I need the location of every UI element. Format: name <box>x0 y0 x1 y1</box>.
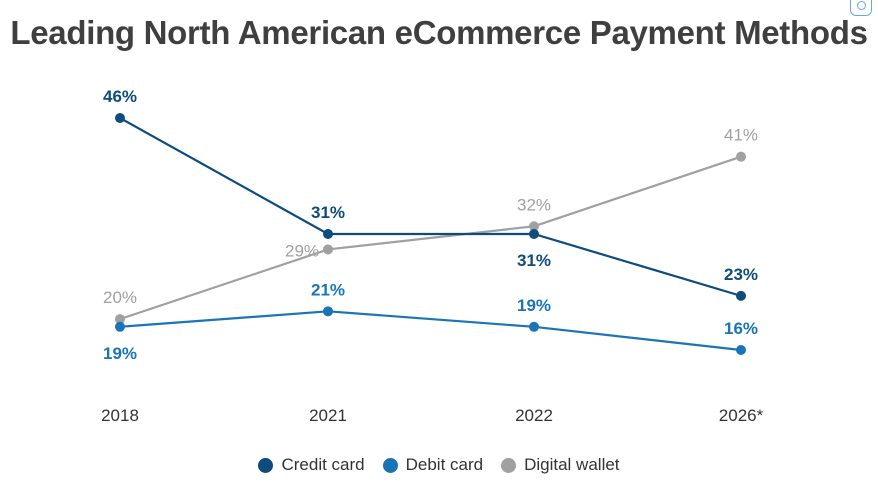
x-tick-label-2: 2022 <box>515 406 553 425</box>
legend-label-debit-card: Debit card <box>405 455 484 474</box>
chart-legend: Credit card Debit card Digital wallet <box>0 455 878 475</box>
data-label-credit-card-1: 31% <box>311 203 345 222</box>
data-label-credit-card-0: 46% <box>103 87 137 106</box>
legend-item-digital-wallet[interactable]: Digital wallet <box>501 455 620 475</box>
point-credit-card-0[interactable] <box>115 113 125 123</box>
data-label-debit-card-1: 21% <box>311 280 345 299</box>
data-label-digital-wallet-2: 32% <box>517 195 551 214</box>
data-label-credit-card-3: 23% <box>724 265 758 284</box>
point-digital-wallet-0[interactable] <box>115 314 125 325</box>
legend-dot-debit-card <box>382 457 398 473</box>
point-credit-card-3[interactable] <box>736 290 746 301</box>
data-label-debit-card-3: 16% <box>724 319 758 338</box>
legend-label-digital-wallet: Digital wallet <box>524 455 620 474</box>
data-label-debit-card-2: 19% <box>517 296 551 315</box>
data-label-debit-card-0: 19% <box>103 344 137 363</box>
legend-item-credit-card[interactable]: Credit card <box>258 455 365 475</box>
x-tick-label-1: 2021 <box>309 406 347 425</box>
x-tick-label-3: 2026* <box>719 406 764 425</box>
point-digital-wallet-2[interactable] <box>529 221 539 232</box>
point-credit-card-2[interactable] <box>529 229 539 239</box>
series-line-digital-wallet <box>119 155 742 321</box>
data-label-credit-card-2: 31% <box>517 251 551 270</box>
legend-label-credit-card: Credit card <box>281 455 365 474</box>
point-digital-wallet-3[interactable] <box>736 151 746 162</box>
point-debit-card-0[interactable] <box>115 321 125 332</box>
legend-dot-credit-card <box>258 457 274 473</box>
point-debit-card-1[interactable] <box>323 306 333 317</box>
point-debit-card-3[interactable] <box>736 345 746 355</box>
legend-dot-digital-wallet <box>501 457 517 473</box>
scan-icon[interactable] <box>850 0 872 16</box>
chart-title: Leading North American eCommerce Payment… <box>10 14 868 51</box>
series-line-debit-card <box>119 310 742 352</box>
data-label-digital-wallet-3: 41% <box>724 126 758 145</box>
data-label-digital-wallet-1: 29% <box>285 241 319 260</box>
data-label-digital-wallet-0: 20% <box>103 288 137 307</box>
point-digital-wallet-1[interactable] <box>323 244 333 255</box>
legend-item-debit-card[interactable]: Debit card <box>382 455 484 475</box>
series-line-credit-card <box>119 117 742 297</box>
point-credit-card-1[interactable] <box>323 229 333 239</box>
x-tick-label-0: 2018 <box>101 406 139 425</box>
point-debit-card-2[interactable] <box>529 321 539 332</box>
